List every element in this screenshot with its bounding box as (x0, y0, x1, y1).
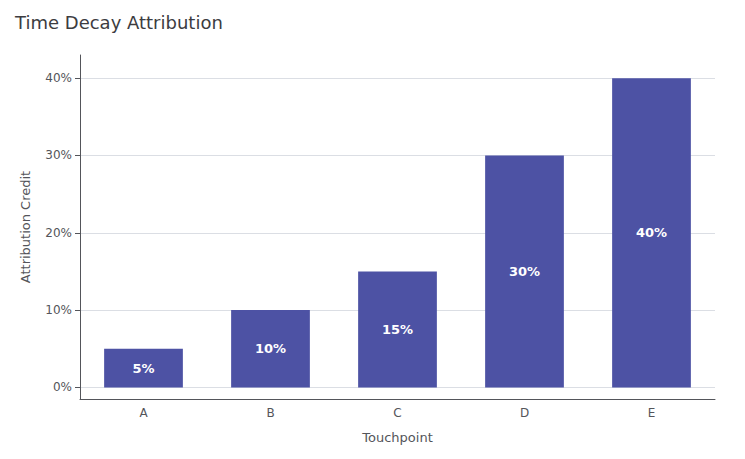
svg-text:30%: 30% (509, 264, 540, 279)
svg-text:10%: 10% (255, 341, 286, 356)
svg-text:Time Decay Attribution: Time Decay Attribution (14, 12, 223, 33)
svg-text:40%: 40% (45, 71, 72, 85)
svg-text:B: B (266, 406, 274, 420)
svg-text:5%: 5% (132, 361, 154, 376)
svg-text:D: D (520, 406, 529, 420)
svg-text:A: A (139, 406, 148, 420)
svg-text:15%: 15% (382, 322, 413, 337)
svg-text:C: C (393, 406, 401, 420)
svg-text:Touchpoint: Touchpoint (361, 430, 432, 445)
svg-text:40%: 40% (636, 225, 667, 240)
svg-text:10%: 10% (45, 303, 72, 317)
svg-text:30%: 30% (45, 148, 72, 162)
svg-text:20%: 20% (45, 226, 72, 240)
svg-text:E: E (648, 406, 656, 420)
svg-text:0%: 0% (53, 380, 72, 394)
svg-text:Attribution Credit: Attribution Credit (18, 171, 33, 283)
